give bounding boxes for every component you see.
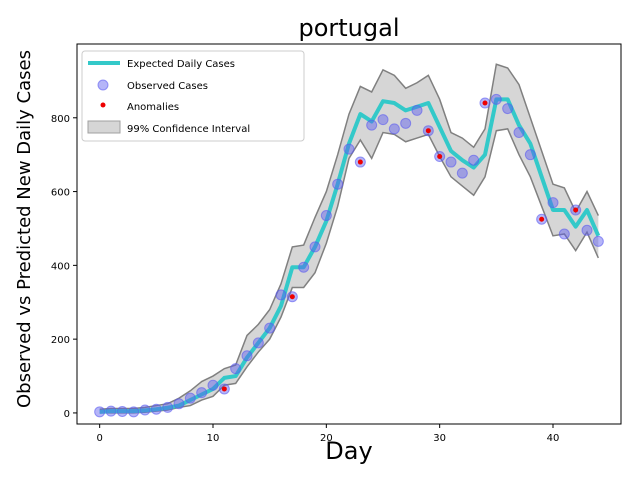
observed-point (241, 350, 253, 362)
y-tick-label: 400 (51, 261, 70, 272)
anomaly-point (539, 216, 545, 222)
anomaly-point (482, 100, 488, 106)
observed-point (468, 154, 480, 166)
observed-point (252, 337, 264, 349)
observed-point (298, 261, 310, 273)
observed-point (128, 406, 140, 418)
y-tick-label: 200 (51, 335, 70, 346)
observed-point (173, 398, 185, 410)
observed-point (581, 224, 593, 236)
observed-point (207, 379, 219, 391)
y-tick-label: 0 (64, 409, 70, 420)
anomaly-point (357, 159, 363, 165)
y-tick-label: 800 (51, 114, 70, 125)
observed-point (230, 363, 242, 375)
x-tick-label: 40 (547, 433, 560, 444)
anomaly-points-layer (221, 100, 579, 392)
observed-point (502, 103, 514, 115)
x-axis-label: Day (325, 437, 372, 465)
observed-point (388, 123, 400, 135)
expected-line-layer (99, 97, 601, 414)
observed-point (309, 241, 321, 253)
legend-ci-label: 99% Confidence Interval (127, 124, 250, 135)
observed-point (150, 403, 162, 415)
anomaly-point (221, 386, 227, 392)
observed-point (513, 127, 525, 139)
observed-point (445, 156, 457, 168)
plot-frame (76, 43, 622, 425)
legend-box (81, 50, 305, 142)
anomaly-point (437, 154, 443, 160)
observed-point (275, 289, 287, 301)
observed-point (490, 93, 502, 105)
anomaly-point (289, 294, 295, 300)
observed-point (105, 405, 117, 417)
observed-point (547, 197, 559, 209)
x-tick-label: 30 (433, 433, 446, 444)
observed-points-layer (94, 93, 604, 418)
y-tick-label: 600 (51, 188, 70, 199)
observed-point (343, 143, 355, 155)
observed-point (264, 322, 276, 334)
observed-point (139, 404, 151, 416)
anomaly-point (573, 207, 579, 213)
observed-point (184, 392, 196, 404)
y-axis-ticks: 0 200 400 600 800 (51, 114, 77, 420)
ci-band (99, 64, 599, 413)
observed-point (94, 406, 106, 418)
ci-upper-line (99, 63, 600, 410)
observed-point (524, 149, 536, 161)
anomaly-point (425, 128, 431, 134)
observed-point (320, 210, 332, 222)
y-axis-label: Observed vs Predicted New Daily Cases (14, 50, 35, 408)
observed-point (162, 401, 174, 413)
observed-point (400, 117, 412, 129)
legend-anomalies-swatch (100, 102, 106, 108)
observed-point (196, 387, 208, 399)
observed-point (332, 178, 344, 190)
observed-point (411, 104, 423, 116)
legend-observed-label: Observed Cases (127, 81, 208, 92)
observed-point (377, 114, 389, 126)
observed-point (116, 405, 128, 417)
legend: Expected Daily Cases Observed Cases Anom… (81, 50, 305, 142)
expected-line (99, 97, 601, 414)
x-tick-label: 10 (207, 433, 220, 444)
x-axis-ticks: 0 10 20 30 40 (96, 424, 559, 444)
legend-anomalies-label: Anomalies (127, 102, 179, 113)
x-tick-label: 0 (96, 433, 102, 444)
observed-point (592, 235, 604, 247)
legend-expected-label: Expected Daily Cases (127, 59, 235, 70)
chart-title: portugal (298, 14, 399, 42)
observed-point (456, 167, 468, 179)
observed-point (366, 119, 378, 131)
legend-ci-swatch (87, 120, 121, 134)
observed-point (558, 228, 570, 240)
x-tick-label: 20 (320, 433, 333, 444)
legend-observed-swatch (97, 79, 109, 91)
